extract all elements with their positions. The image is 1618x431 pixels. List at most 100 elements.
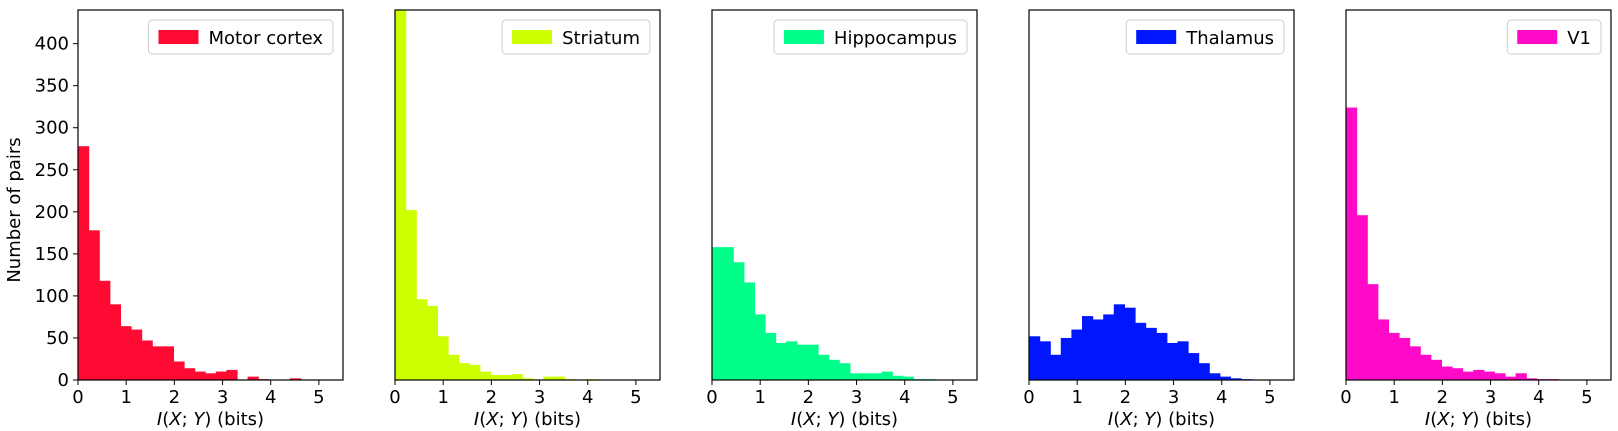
legend-swatch bbox=[1136, 30, 1177, 44]
x-tick-label: 3 bbox=[1485, 387, 1496, 408]
x-tick-label: 1 bbox=[437, 387, 448, 408]
histogram-bar bbox=[765, 332, 777, 380]
legend-swatch bbox=[783, 30, 824, 44]
legend: Striatum bbox=[501, 19, 651, 55]
histogram-bar bbox=[892, 375, 904, 380]
plot-frame bbox=[394, 9, 661, 381]
histogram-bar bbox=[1060, 337, 1072, 380]
histogram-bars bbox=[395, 10, 597, 380]
histogram-bar bbox=[1198, 363, 1210, 380]
legend: Hippocampus bbox=[773, 19, 968, 55]
xlabel-i: I bbox=[474, 409, 479, 430]
histogram-bar bbox=[1050, 354, 1062, 380]
xlabel-y: Y bbox=[1144, 409, 1157, 430]
xlabel-close: ) (bits) bbox=[204, 409, 264, 430]
x-tick-label: 0 bbox=[389, 387, 400, 408]
plot-frame bbox=[711, 9, 978, 381]
histogram-bar bbox=[141, 340, 153, 380]
histogram-bar bbox=[458, 363, 470, 380]
y-tick-label: 100 bbox=[35, 286, 69, 307]
histogram-bar bbox=[1219, 376, 1231, 380]
histogram-bar bbox=[437, 336, 449, 380]
x-tick-label: 5 bbox=[313, 387, 324, 408]
histogram-bar bbox=[1177, 341, 1189, 380]
histogram-bar bbox=[395, 10, 407, 380]
legend-swatch bbox=[512, 30, 553, 44]
xlabel-x: X bbox=[802, 409, 816, 430]
histogram-bar bbox=[796, 344, 808, 380]
histogram-bars bbox=[1346, 107, 1559, 380]
xlabel-x: X bbox=[1436, 409, 1450, 430]
histogram-bar bbox=[1346, 107, 1358, 380]
x-axis-label: I(X; Y) (bits) bbox=[1108, 409, 1215, 430]
y-tick-label: 0 bbox=[58, 370, 69, 391]
histogram-bar bbox=[712, 247, 724, 380]
xlabel-sep: ; bbox=[1450, 409, 1462, 430]
xlabel-i: I bbox=[1425, 409, 1430, 430]
histogram-bar bbox=[1113, 304, 1125, 380]
y-axis-label: Number of pairs bbox=[4, 137, 25, 282]
x-tick-label: 3 bbox=[534, 387, 545, 408]
histogram-bar bbox=[1145, 327, 1157, 380]
histogram-bar bbox=[1092, 319, 1104, 380]
x-tick-label: 1 bbox=[120, 387, 131, 408]
histogram-bar bbox=[554, 376, 566, 380]
x-tick-label: 5 bbox=[1264, 387, 1275, 408]
histogram-bar bbox=[722, 247, 734, 380]
x-tick-label: 4 bbox=[582, 387, 593, 408]
histogram-bar bbox=[109, 304, 121, 380]
histogram-bar bbox=[849, 373, 861, 380]
y-tick-label: 400 bbox=[35, 34, 69, 55]
histogram-bar bbox=[818, 354, 830, 380]
histogram-bar bbox=[1156, 332, 1168, 380]
histogram-bar bbox=[522, 378, 534, 380]
x-tick-label: 5 bbox=[947, 387, 958, 408]
histogram-bar bbox=[501, 374, 513, 380]
x-axis-label: I(X; Y) (bits) bbox=[1425, 409, 1532, 430]
histogram-bar bbox=[247, 376, 259, 380]
histogram-bar bbox=[416, 299, 428, 380]
x-tick-label: 2 bbox=[1437, 387, 1448, 408]
histogram-bar bbox=[1103, 314, 1115, 380]
x-tick-label: 0 bbox=[706, 387, 717, 408]
x-tick-label: 5 bbox=[630, 387, 641, 408]
legend-box bbox=[147, 19, 334, 55]
histogram-bar bbox=[733, 262, 745, 380]
xlabel-y: Y bbox=[1461, 409, 1474, 430]
plot-frame bbox=[1028, 9, 1295, 381]
histogram-bar bbox=[1209, 373, 1221, 380]
xlabel-sep: ; bbox=[1133, 409, 1145, 430]
legend-box bbox=[501, 19, 651, 55]
histogram-bar bbox=[448, 354, 460, 380]
x-tick-label: 2 bbox=[169, 387, 180, 408]
x-axis-label: I(X; Y) (bits) bbox=[474, 409, 581, 430]
histogram-bar bbox=[173, 361, 185, 380]
histogram-bar bbox=[881, 371, 893, 380]
y-tick-label: 250 bbox=[35, 160, 69, 181]
histogram-bar bbox=[1420, 354, 1432, 380]
histogram-bar bbox=[1473, 369, 1485, 380]
histogram-bar bbox=[426, 306, 438, 380]
histogram-bar bbox=[88, 230, 100, 380]
histogram-bar bbox=[543, 376, 555, 380]
x-tick-label: 0 bbox=[1023, 387, 1034, 408]
histogram-bar bbox=[828, 359, 840, 380]
histogram-bars bbox=[712, 247, 936, 380]
xlabel-i: I bbox=[157, 409, 162, 430]
x-axis-label: I(X; Y) (bits) bbox=[157, 409, 264, 430]
histogram-bar bbox=[754, 314, 766, 380]
xlabel-sep: ; bbox=[182, 409, 194, 430]
legend-label: Striatum bbox=[562, 28, 640, 49]
histogram-bar bbox=[1039, 341, 1051, 380]
panel-v1: 0 1 2 3 4 5 I(X; Y) (bits) V1 bbox=[1340, 9, 1612, 430]
x-tick-label: 4 bbox=[1533, 387, 1544, 408]
histogram-bar bbox=[215, 371, 227, 380]
xlabel-y: Y bbox=[510, 409, 523, 430]
xlabel-x: X bbox=[168, 409, 182, 430]
histogram-bar bbox=[1356, 215, 1368, 380]
histogram-bar bbox=[1515, 373, 1527, 380]
legend-label: V1 bbox=[1567, 28, 1591, 49]
x-tick-label: 3 bbox=[217, 387, 228, 408]
plot-frame bbox=[77, 9, 344, 381]
histogram-bar bbox=[99, 280, 111, 380]
